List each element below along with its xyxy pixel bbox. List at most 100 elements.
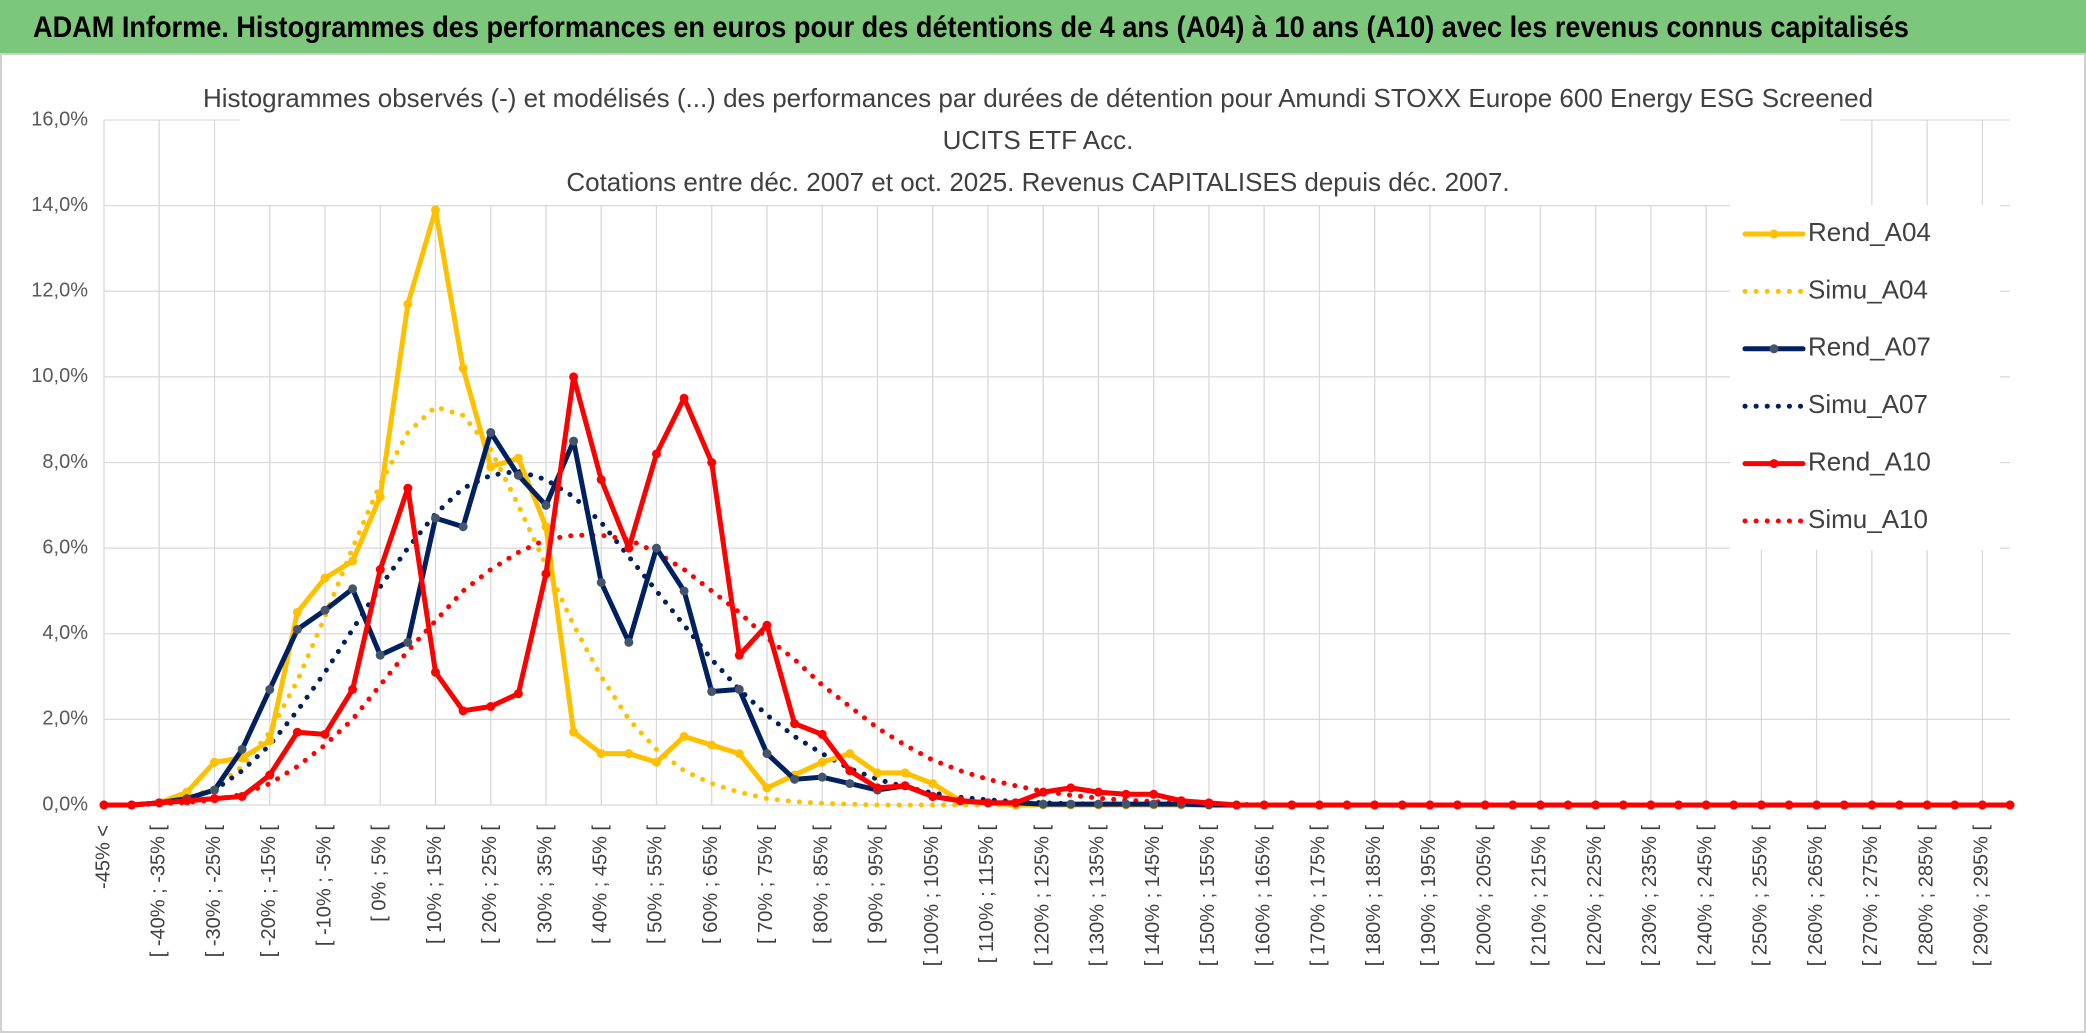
y-tick-label: 4,0%	[42, 622, 88, 644]
legend-label: Simu_A10	[1808, 504, 1928, 534]
x-tick-label: [ 260% ; 265% [	[1805, 825, 1827, 967]
series-marker	[1038, 787, 1048, 797]
series-marker	[1784, 800, 1794, 810]
legend-box	[1730, 205, 2000, 550]
series-marker	[486, 702, 496, 712]
series-marker	[209, 785, 219, 795]
series-marker	[1038, 799, 1048, 809]
legend-marker	[1769, 229, 1779, 239]
series-marker	[458, 522, 468, 532]
series-marker	[679, 586, 689, 596]
series-marker	[1093, 787, 1103, 797]
series-marker	[486, 428, 496, 438]
series-marker	[127, 800, 137, 810]
series-marker	[596, 577, 606, 587]
series-marker	[182, 796, 192, 806]
series-marker	[320, 573, 330, 583]
series-marker	[1618, 800, 1628, 810]
x-tick-label: [ 100% ; 105% [	[921, 825, 943, 967]
series-marker	[1093, 799, 1103, 809]
series-marker	[762, 749, 772, 759]
series-marker	[348, 684, 358, 694]
series-marker	[154, 798, 164, 808]
series-marker	[624, 637, 634, 647]
chart-frame	[0, 53, 2086, 1033]
series-marker	[790, 719, 800, 729]
series-marker	[1149, 789, 1159, 799]
series-marker	[320, 729, 330, 739]
header-bar	[0, 0, 2086, 53]
series-marker	[817, 757, 827, 767]
series-marker	[1204, 798, 1214, 808]
series-marker	[2005, 800, 2015, 810]
y-tick-label: 16,0%	[31, 108, 88, 130]
series-marker	[624, 749, 634, 759]
series-marker	[1342, 800, 1352, 810]
series-marker	[348, 556, 358, 566]
series-marker	[513, 689, 523, 699]
series-marker	[375, 565, 385, 575]
x-tick-label: [ 280% ; 285% [	[1915, 825, 1937, 967]
x-tick-label: [ -40% ; -35% [	[148, 825, 170, 958]
series-marker	[265, 684, 275, 694]
series-marker	[1370, 800, 1380, 810]
series-marker	[1674, 800, 1684, 810]
series-marker	[569, 372, 579, 382]
series-marker	[1011, 798, 1021, 808]
series-marker	[817, 772, 827, 782]
series-line	[101, 374, 2013, 808]
series-marker	[1397, 800, 1407, 810]
series-marker	[513, 470, 523, 480]
series-marker	[237, 791, 247, 801]
legend-marker	[1769, 459, 1779, 469]
series-marker	[1950, 800, 1960, 810]
series-marker	[1121, 789, 1131, 799]
series-marker	[403, 299, 413, 309]
series-marker	[486, 462, 496, 472]
series-marker	[762, 620, 772, 630]
series-marker	[734, 749, 744, 759]
x-tick-label: [ 40% ; 45% [	[589, 825, 611, 944]
series-marker	[541, 569, 551, 579]
series-marker	[569, 727, 579, 737]
legend-marker	[1769, 344, 1779, 354]
legend-label: Rend_A07	[1808, 332, 1931, 362]
series-marker	[541, 522, 551, 532]
series-marker	[734, 684, 744, 694]
series-marker	[624, 543, 634, 553]
series-marker	[679, 393, 689, 403]
header-title: ADAM Informe. Histogrammes des performan…	[33, 11, 1909, 44]
x-tick-label: [ 250% ; 255% [	[1750, 825, 1772, 967]
series-marker	[1812, 800, 1822, 810]
x-tick-label: [ 240% ; 245% [	[1694, 825, 1716, 967]
series-marker	[403, 483, 413, 493]
series-marker	[209, 794, 219, 804]
series-marker	[872, 783, 882, 793]
series-marker	[596, 475, 606, 485]
series-line	[101, 404, 2013, 808]
series-line	[101, 468, 2013, 808]
x-tick-label: -45% <	[92, 825, 114, 889]
series-marker	[872, 768, 882, 778]
series-marker	[513, 453, 523, 463]
series-marker	[1867, 800, 1877, 810]
legend-label: Simu_A04	[1808, 274, 1928, 304]
x-tick-label: [ 10% ; 15% [	[424, 825, 446, 944]
series-marker	[651, 543, 661, 553]
x-tick-label: [ 130% ; 135% [	[1087, 825, 1109, 967]
series-marker	[1756, 800, 1766, 810]
series-marker	[900, 781, 910, 791]
series-marker	[403, 637, 413, 647]
series-marker	[1480, 800, 1490, 810]
x-tick-label: [ -30% ; -25% [	[203, 825, 225, 958]
series-marker	[265, 736, 275, 746]
series-marker	[790, 774, 800, 784]
series-marker	[1646, 800, 1656, 810]
series-marker	[1535, 800, 1545, 810]
series-marker	[1508, 800, 1518, 810]
series-marker	[99, 800, 109, 810]
x-tick-label: [ 50% ; 55% [	[645, 825, 667, 944]
series-marker	[651, 757, 661, 767]
y-tick-label: 12,0%	[31, 280, 88, 302]
